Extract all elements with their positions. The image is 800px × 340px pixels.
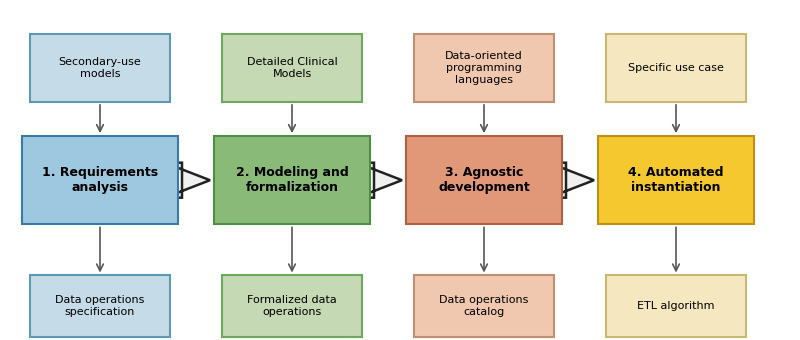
- Text: Data operations
catalog: Data operations catalog: [439, 295, 529, 317]
- Text: 1. Requirements
analysis: 1. Requirements analysis: [42, 166, 158, 194]
- FancyBboxPatch shape: [598, 136, 754, 224]
- FancyBboxPatch shape: [406, 136, 562, 224]
- Text: 3. Agnostic
development: 3. Agnostic development: [438, 166, 530, 194]
- FancyBboxPatch shape: [606, 275, 746, 337]
- Text: Data-oriented
programming
languages: Data-oriented programming languages: [445, 51, 523, 85]
- FancyBboxPatch shape: [214, 136, 370, 224]
- Text: Secondary-use
models: Secondary-use models: [58, 57, 142, 79]
- Text: Detailed Clinical
Models: Detailed Clinical Models: [246, 57, 338, 79]
- Text: Formalized data
operations: Formalized data operations: [247, 295, 337, 317]
- FancyBboxPatch shape: [30, 275, 170, 337]
- FancyBboxPatch shape: [222, 34, 362, 102]
- Text: Data operations
specification: Data operations specification: [55, 295, 145, 317]
- Polygon shape: [128, 148, 210, 212]
- Text: 2. Modeling and
formalization: 2. Modeling and formalization: [236, 166, 348, 194]
- FancyBboxPatch shape: [22, 136, 178, 224]
- FancyBboxPatch shape: [30, 34, 170, 102]
- FancyBboxPatch shape: [222, 275, 362, 337]
- Text: 4. Automated
instantiation: 4. Automated instantiation: [628, 166, 724, 194]
- FancyBboxPatch shape: [606, 34, 746, 102]
- FancyBboxPatch shape: [414, 275, 554, 337]
- FancyBboxPatch shape: [414, 34, 554, 102]
- Polygon shape: [320, 148, 402, 212]
- Text: ETL algorithm: ETL algorithm: [638, 301, 714, 311]
- Polygon shape: [512, 148, 594, 212]
- Text: Specific use case: Specific use case: [628, 63, 724, 73]
